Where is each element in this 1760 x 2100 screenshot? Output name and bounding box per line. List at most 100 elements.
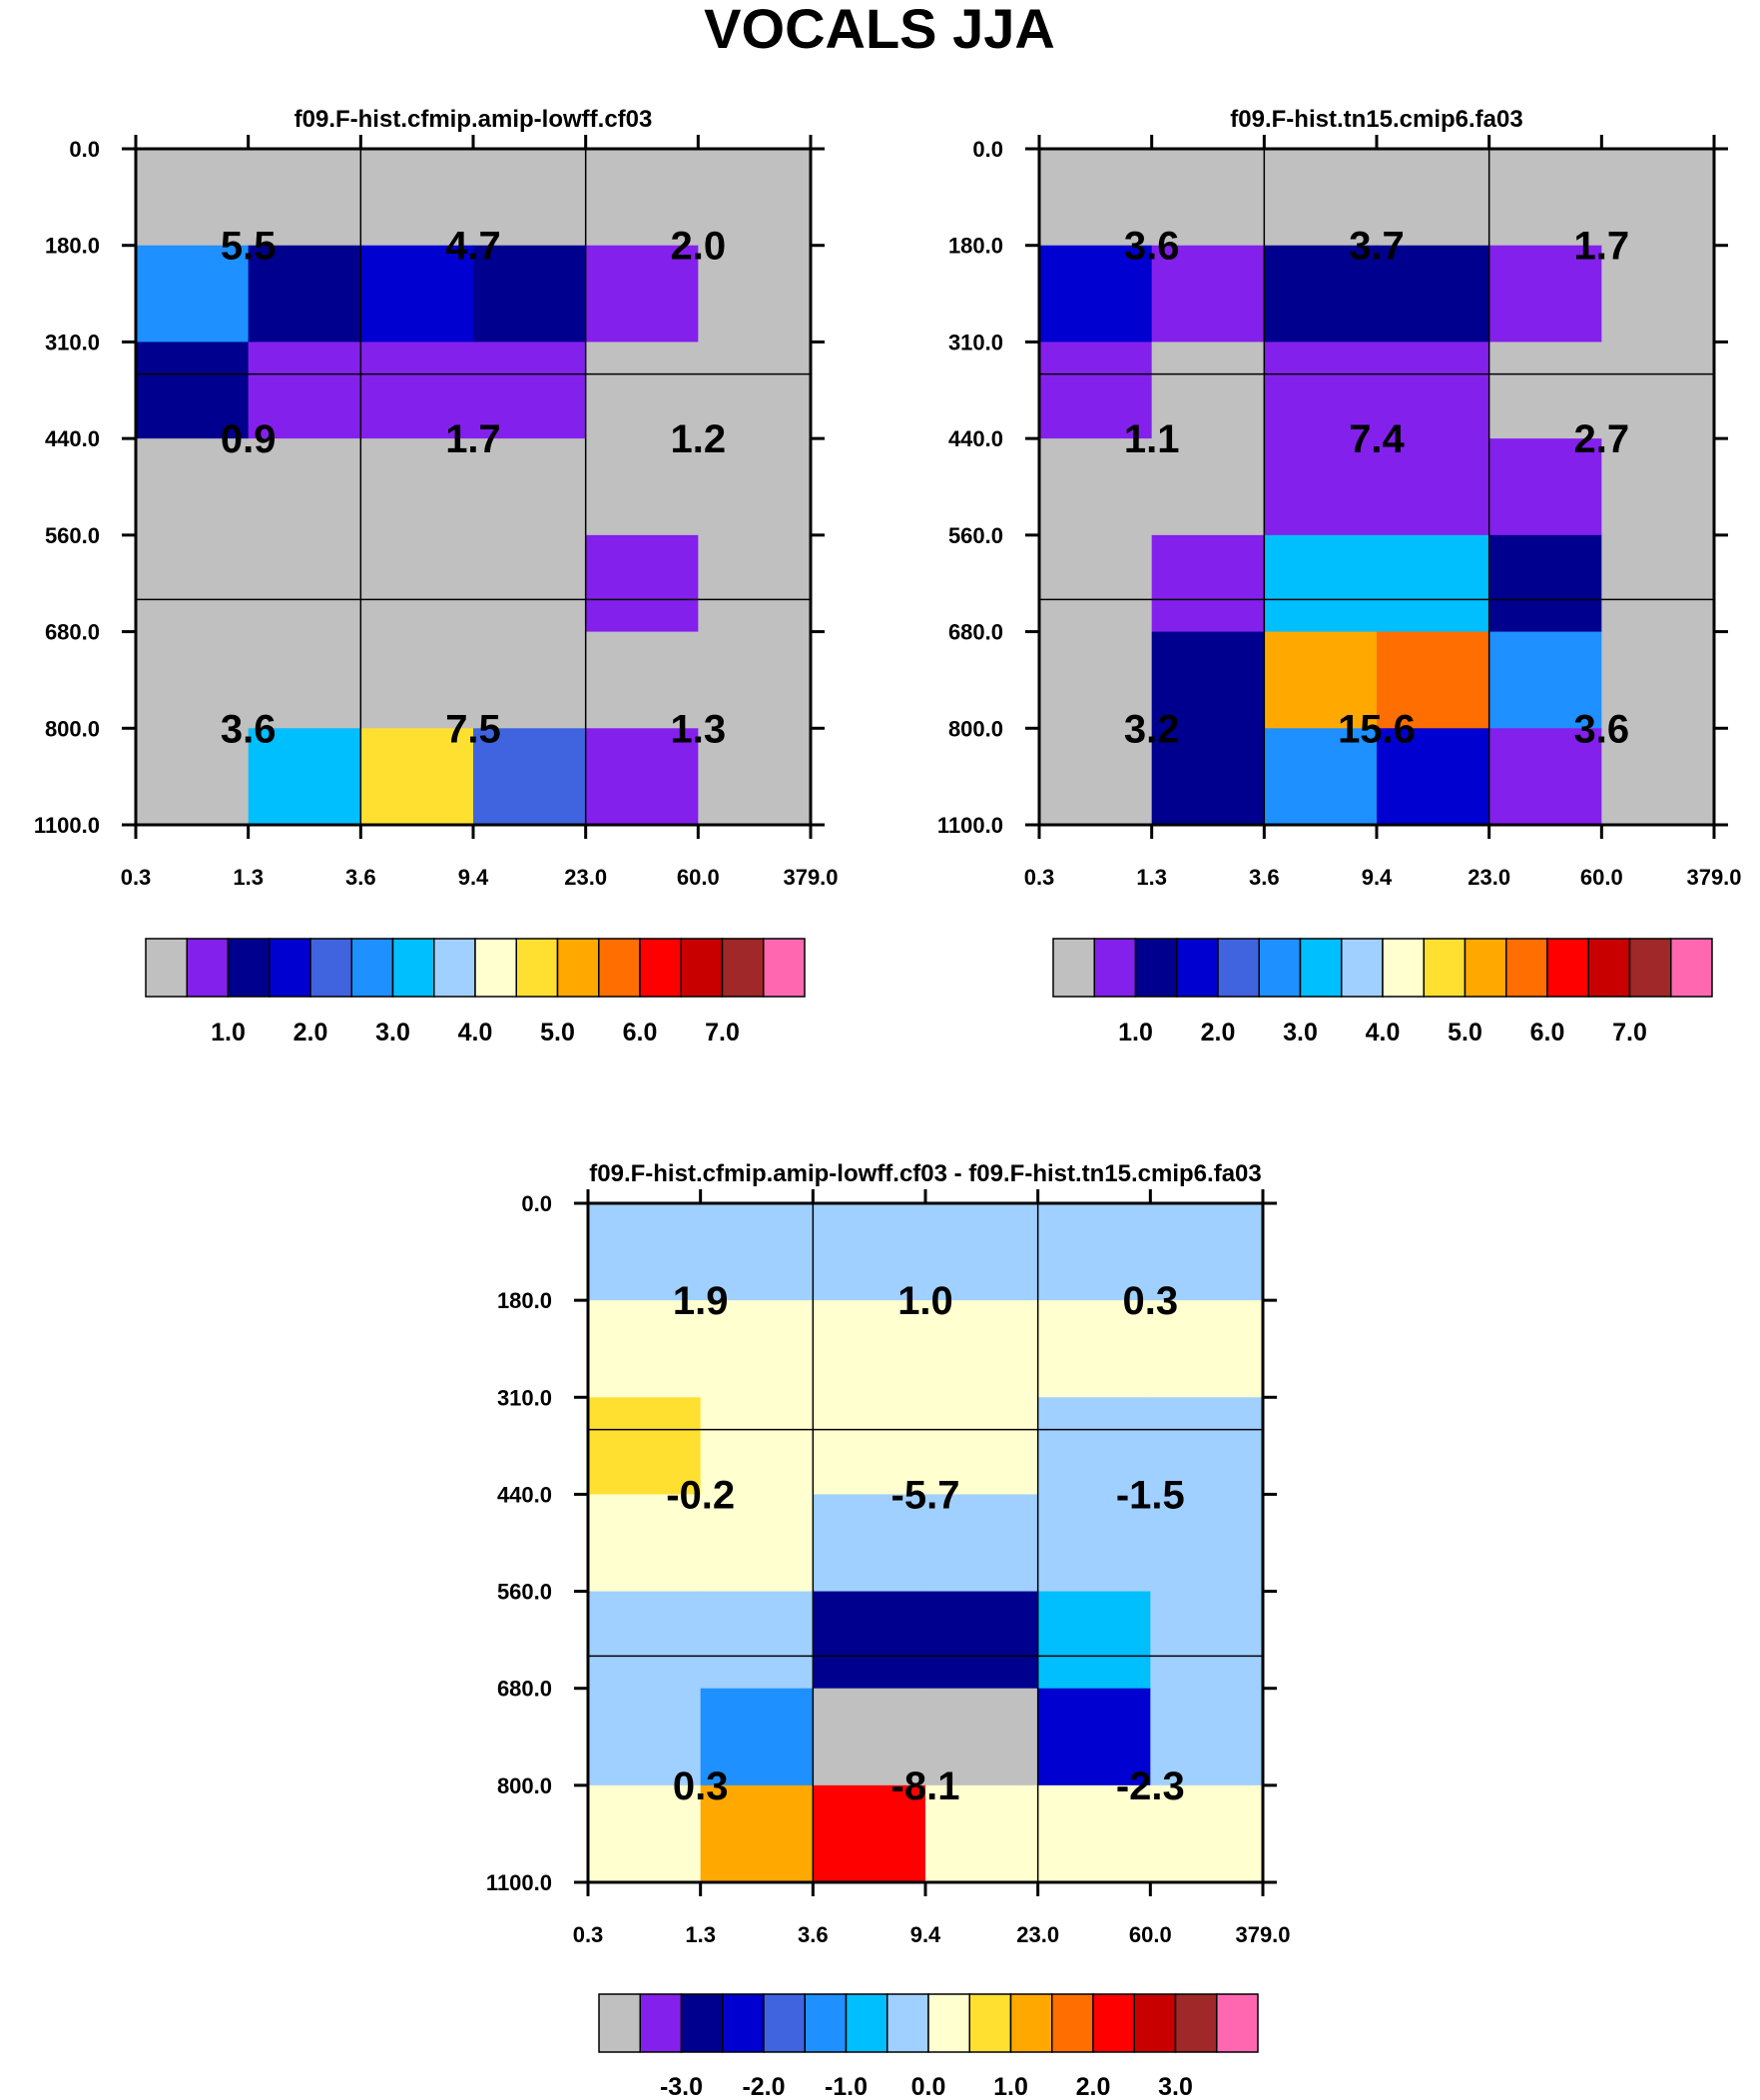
heatmap-cell [1488,534,1602,633]
heatmap-cell [1039,245,1153,344]
heatmap-cell [1037,1688,1151,1786]
heatmap-cell [1037,1494,1151,1593]
heatmap-cell [1601,534,1715,633]
x-tick-label: 0.3 [121,865,152,890]
heatmap-cell [588,1300,702,1398]
colorbar-swatch [350,938,394,998]
heatmap-cell [1151,342,1265,439]
heatmap-cell [1150,1300,1264,1398]
heatmap-cell [1150,1688,1264,1786]
heatmap-cell [698,631,812,729]
block-value-label: 2.0 [671,225,727,269]
heatmap-cell [1037,1300,1151,1398]
colorbar-swatch [1092,1993,1135,2053]
heatmap-cell [1377,534,1490,633]
heatmap-cell [248,631,361,729]
heatmap-cell [360,534,474,633]
block-value-label: 3.2 [1124,707,1180,751]
heatmap-cell [1264,245,1378,344]
block-value-label: -1.5 [1116,1473,1185,1517]
block-value-label: 1.1 [1124,417,1180,461]
block-value-label: -0.2 [666,1473,735,1517]
colorbar-swatch [1258,938,1302,998]
heatmap-cell [698,728,812,826]
colorbar-swatch [1174,1993,1218,2053]
heatmap-cell [700,1688,814,1786]
colorbar-label: -3.0 [660,2073,703,2100]
heatmap-cell [698,534,812,633]
block-value-label: 3.7 [1349,225,1405,269]
colorbar-swatch [598,1993,641,2053]
heatmap-cell [698,149,812,247]
heatmap-cell [136,728,250,826]
y-tick-label: 800.0 [948,716,1003,741]
heatmap-cell [360,631,474,729]
y-tick-label: 310.0 [497,1385,552,1410]
y-tick-label: 180.0 [497,1288,552,1313]
heatmap-cell [1037,1203,1151,1301]
colorbar-swatch [968,1993,1012,2053]
colorbar-swatch [639,1993,683,2053]
y-tick-label: 1100.0 [34,813,100,838]
heatmap-cell [1601,631,1715,729]
y-tick-label: 1100.0 [486,1870,552,1895]
heatmap-cell [360,245,474,344]
heatmap-cell [1264,534,1378,633]
colorbar-swatch [1464,938,1507,998]
y-tick-label: 560.0 [45,523,100,548]
heatmap-cell [1151,631,1265,729]
heatmap-cell [585,534,699,633]
heatmap-cell [1601,438,1715,536]
heatmap-cell [1264,342,1378,439]
y-tick-label: 560.0 [948,523,1003,548]
heatmap-cell [1377,245,1490,344]
heatmap-cell [1377,631,1490,729]
block-value-label: 3.6 [221,707,277,751]
heatmap-cell [1488,728,1602,826]
colorbar-swatch [1670,938,1713,998]
heatmap-cell [136,245,250,344]
heatmap-cell [1151,149,1265,247]
heatmap-cell [698,342,812,439]
x-tick-label: 1.3 [1136,865,1167,890]
heatmap-cell [473,149,587,247]
heatmap-cell [700,1300,814,1398]
colorbar-swatch [1009,1993,1053,2053]
colorbar-label: 5.0 [540,1019,575,1047]
colorbar-label: -2.0 [742,2073,785,2100]
heatmap-cell [360,728,474,826]
heatmap-cell [925,1203,1039,1301]
block-value-label: 3.6 [1574,707,1630,751]
heatmap-cell [925,1688,1039,1786]
colorbar-label: 3.0 [1283,1019,1318,1047]
heatmap-cell [1039,631,1153,729]
heatmap-cell [1601,342,1715,439]
x-tick-label: 1.3 [233,865,264,890]
colorbar-swatch [227,938,271,998]
y-tick-label: 0.0 [521,1191,552,1216]
colorbar-label: 3.0 [375,1019,410,1047]
colorbar-swatch [1216,1993,1259,2053]
heatmap-cell [700,1397,814,1496]
heatmap-cell [1601,149,1715,247]
colorbar-swatch [1133,1993,1177,2053]
block-value-label: 1.9 [673,1279,729,1323]
colorbar-swatch [433,938,476,998]
heatmap-cell [813,1300,926,1398]
colorbar-swatch [391,938,435,998]
heatmap-cell [925,1494,1039,1593]
colorbar-swatch [804,1993,848,2053]
colorbar-swatch [515,938,559,998]
block-value-label: 0.3 [1123,1279,1179,1323]
heatmap-cell [813,1591,926,1690]
heatmap-cell [1264,149,1378,247]
block-value-label: 0.3 [673,1764,729,1808]
heatmap-panel-3: f09.F-hist.cfmip.amip-lowff.cf03 - f09.F… [486,1160,1291,2100]
x-tick-label: 23.0 [564,865,607,890]
colorbar-swatch [680,1993,724,2053]
x-tick-label: 9.4 [910,1922,941,1947]
colorbar-swatch [145,938,188,998]
heatmap-cell [1151,438,1265,536]
colorbar-swatch [1423,938,1467,998]
